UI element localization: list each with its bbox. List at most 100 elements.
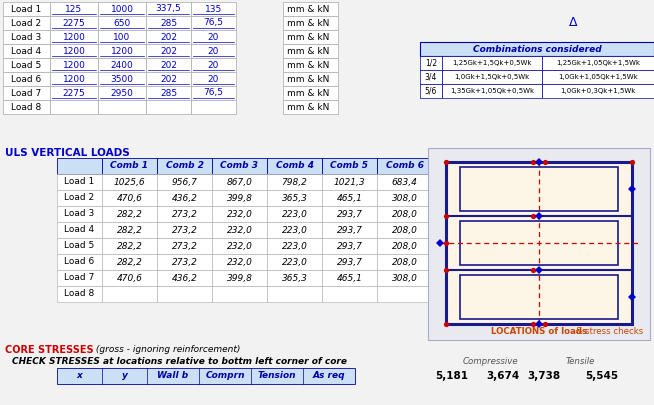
Bar	[446, 162, 632, 324]
Bar	[283, 44, 338, 58]
Text: Comprn: Comprn	[205, 371, 245, 381]
Text: y: y	[122, 371, 128, 381]
Bar	[191, 16, 236, 30]
Bar	[98, 86, 146, 100]
Text: Comb 6: Comb 6	[385, 162, 424, 171]
Text: Comb 2: Comb 2	[165, 162, 203, 171]
Text: (gross - ignoring reinforcement): (gross - ignoring reinforcement)	[93, 345, 241, 354]
Text: 650: 650	[113, 19, 131, 28]
Bar	[267, 206, 322, 222]
Bar	[102, 190, 157, 206]
Bar	[57, 238, 102, 254]
Bar	[283, 100, 338, 114]
Text: 223,0: 223,0	[282, 258, 307, 266]
Text: 2400: 2400	[111, 60, 133, 70]
Text: mm & kN: mm & kN	[287, 4, 330, 13]
Bar	[377, 206, 432, 222]
Bar	[3, 86, 50, 100]
Bar	[98, 16, 146, 30]
Bar	[3, 2, 50, 16]
Bar	[57, 222, 102, 238]
Text: 20: 20	[208, 60, 219, 70]
Text: CORE STRESSES: CORE STRESSES	[5, 345, 94, 355]
Bar	[157, 174, 212, 190]
Bar	[98, 44, 146, 58]
Bar	[377, 222, 432, 238]
Text: 208,0: 208,0	[392, 241, 417, 251]
Bar	[98, 2, 146, 16]
Text: 465,1: 465,1	[337, 194, 362, 202]
Text: 5/6: 5/6	[425, 87, 437, 96]
Text: Load 3: Load 3	[11, 32, 42, 41]
Bar	[212, 174, 267, 190]
Bar	[146, 86, 191, 100]
Text: 683,4: 683,4	[392, 177, 417, 186]
Text: 2275: 2275	[63, 89, 86, 98]
Text: 3/4: 3/4	[425, 72, 437, 81]
Bar	[3, 44, 50, 58]
Bar	[420, 56, 442, 70]
Bar	[98, 100, 146, 114]
Text: 1/2: 1/2	[425, 58, 437, 68]
Text: 465,1: 465,1	[337, 273, 362, 283]
Bar	[98, 30, 146, 44]
Bar	[57, 158, 102, 174]
Text: 3500: 3500	[111, 75, 133, 83]
Bar	[146, 44, 191, 58]
Bar	[322, 206, 377, 222]
Text: Tension: Tension	[258, 371, 296, 381]
Text: 867,0: 867,0	[226, 177, 252, 186]
Text: 1200: 1200	[63, 47, 86, 55]
Text: 273,2: 273,2	[171, 258, 198, 266]
Text: 399,8: 399,8	[226, 194, 252, 202]
Text: & stress checks: & stress checks	[573, 328, 644, 337]
Bar	[267, 238, 322, 254]
Text: 5,545: 5,545	[585, 371, 618, 381]
Text: 1200: 1200	[111, 47, 133, 55]
Text: 293,7: 293,7	[337, 209, 362, 219]
Text: 232,0: 232,0	[226, 258, 252, 266]
Bar	[3, 100, 50, 114]
Text: 223,0: 223,0	[282, 226, 307, 234]
Text: 76,5: 76,5	[203, 19, 224, 28]
Bar	[50, 86, 98, 100]
Text: 436,2: 436,2	[171, 273, 198, 283]
Bar	[212, 222, 267, 238]
Bar	[50, 16, 98, 30]
Text: 76,5: 76,5	[203, 89, 224, 98]
Bar	[442, 84, 542, 98]
Bar	[420, 70, 442, 84]
Bar	[157, 270, 212, 286]
Text: 293,7: 293,7	[337, 258, 362, 266]
Text: 100: 100	[113, 32, 131, 41]
Text: 202: 202	[160, 75, 177, 83]
Text: Δ: Δ	[569, 17, 577, 30]
Bar	[267, 270, 322, 286]
Bar	[377, 238, 432, 254]
Text: Load 1: Load 1	[11, 4, 42, 13]
Bar	[102, 286, 157, 302]
Bar	[283, 72, 338, 86]
Text: 3,674: 3,674	[487, 371, 520, 381]
Text: 273,2: 273,2	[171, 226, 198, 234]
Text: 470,6: 470,6	[116, 273, 143, 283]
Bar	[98, 72, 146, 86]
Bar	[212, 270, 267, 286]
Bar	[102, 270, 157, 286]
Text: mm & kN: mm & kN	[287, 47, 330, 55]
Text: 1,0Gk+0,3Qk+1,5Wk: 1,0Gk+0,3Qk+1,5Wk	[560, 88, 636, 94]
Text: 1025,6: 1025,6	[114, 177, 145, 186]
Bar	[212, 158, 267, 174]
Bar	[322, 238, 377, 254]
Bar	[283, 16, 338, 30]
Text: 308,0: 308,0	[392, 194, 417, 202]
Bar	[442, 56, 542, 70]
Bar	[322, 222, 377, 238]
Text: 5,181: 5,181	[435, 371, 468, 381]
Text: 20: 20	[208, 32, 219, 41]
Text: Comb 4: Comb 4	[275, 162, 313, 171]
Text: 3,738: 3,738	[527, 371, 560, 381]
Bar	[442, 70, 542, 84]
Text: 202: 202	[160, 60, 177, 70]
Bar	[267, 190, 322, 206]
